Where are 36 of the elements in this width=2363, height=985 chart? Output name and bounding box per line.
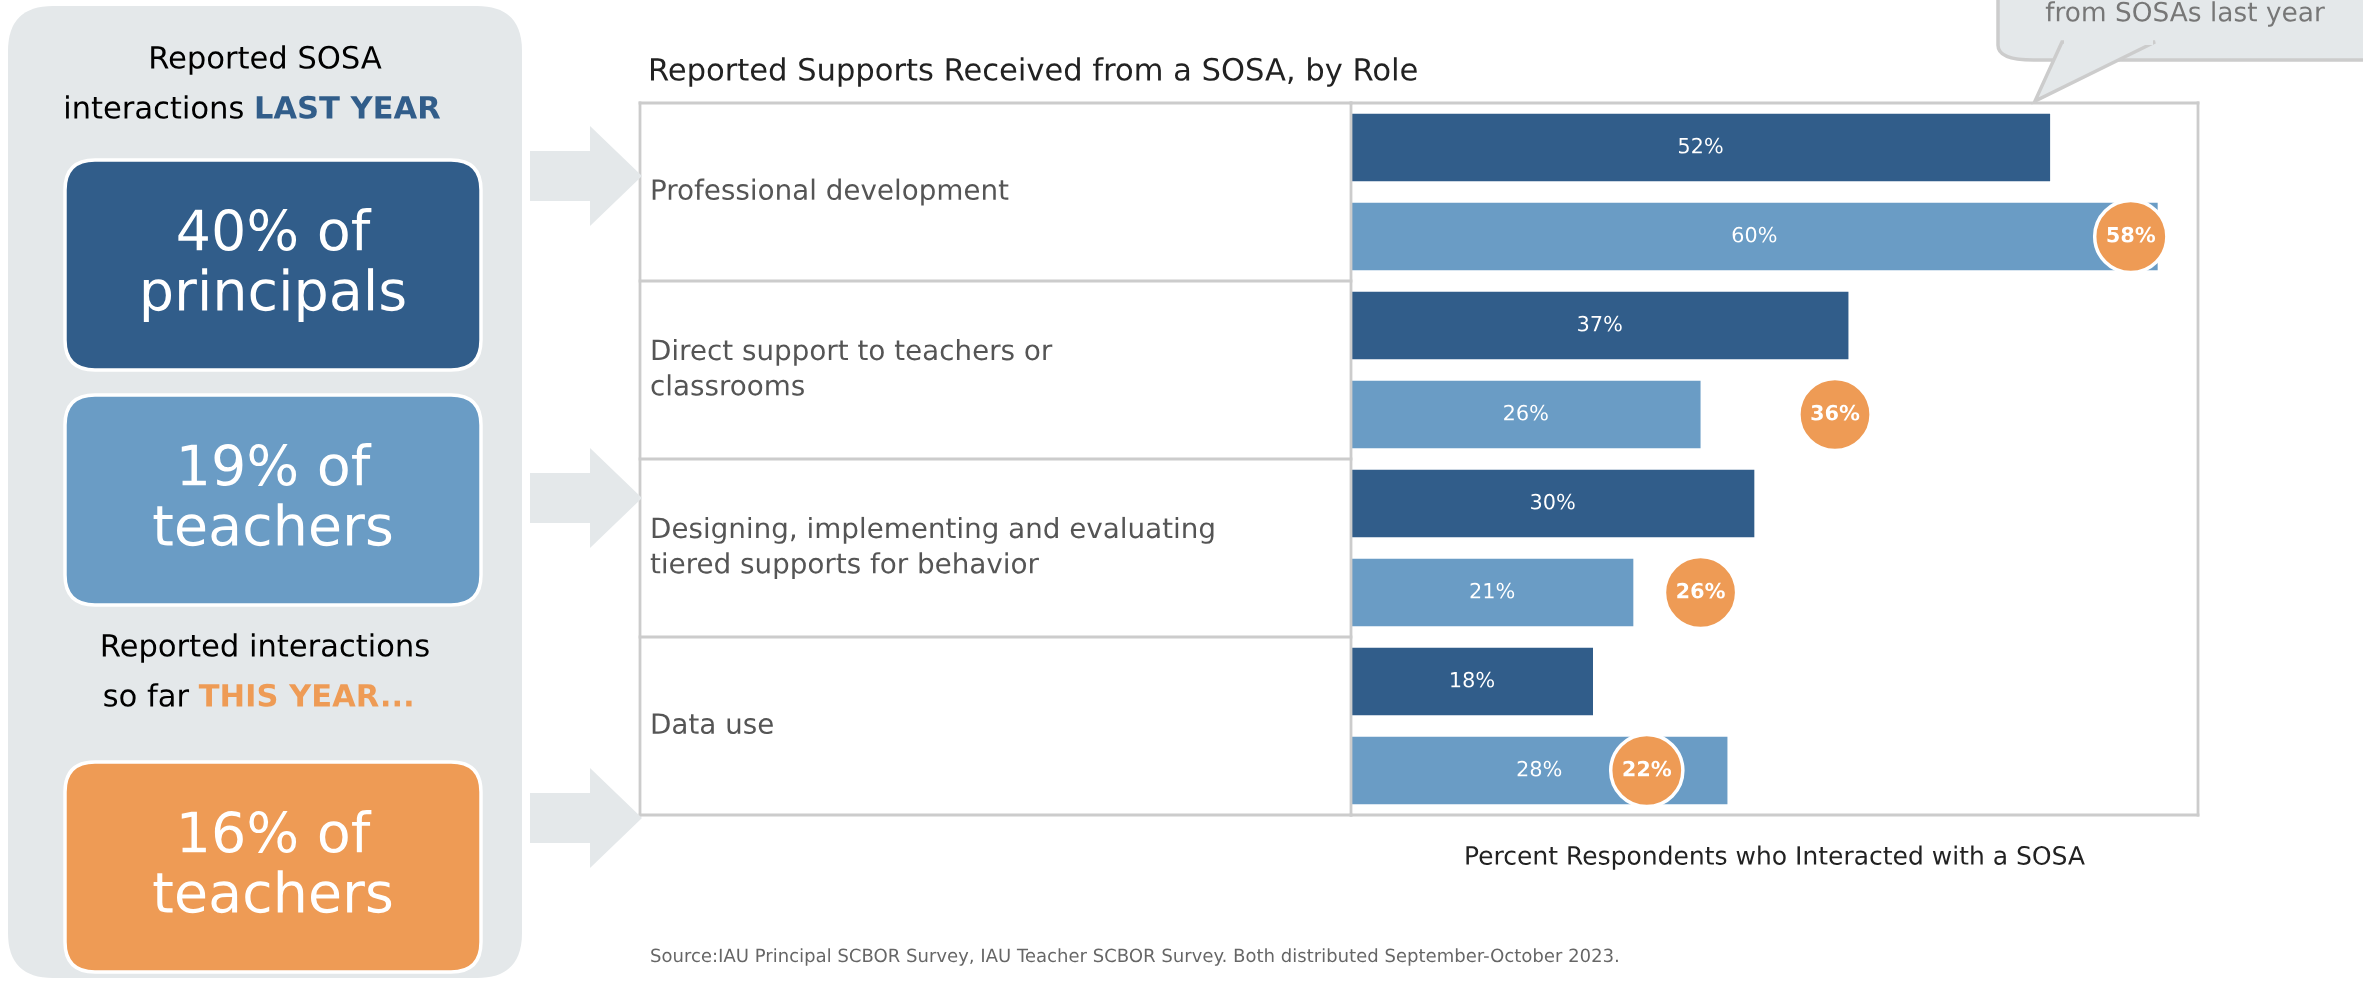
- bar: [1351, 291, 1849, 360]
- data-label: 21%: [1470, 582, 1515, 599]
- y-tick-label: Designing, implementing and evaluating tiered supports for behavior: [650, 516, 1214, 580]
- data-label: 26%: [1677, 582, 1725, 599]
- text: from SOSAs last year: [2045, 1, 2325, 27]
- data-label: 30%: [1531, 493, 1575, 510]
- source-note: Source:IAU Principal SCBOR Survey, IAU Teacher SCBOR Survey. Both distributed September-October 2023.: [651, 948, 1618, 966]
- text: THIS YEAR...: [198, 683, 412, 707]
- data-label: 28%: [1517, 760, 1562, 777]
- y-tick-label: Direct support to teachers or classrooms: [651, 338, 1053, 396]
- text: interactions: [66, 95, 243, 119]
- data-label: 52%: [1679, 137, 1723, 154]
- x-axis-title: Percent Respondents who Interacted with a SOSA: [1466, 845, 2085, 870]
- category-label: 40% of principals: [143, 208, 405, 322]
- data-label: 26%: [1504, 404, 1548, 421]
- bar: [1351, 647, 1593, 716]
- data-label: 22%: [1623, 760, 1672, 777]
- text: LAST YEAR: [256, 95, 441, 119]
- data-label: 18%: [1451, 671, 1494, 688]
- text: Reported interactions: [102, 633, 429, 663]
- data-label: 60%: [1732, 226, 1777, 243]
- bar: [1351, 558, 1634, 627]
- y-tick-label: Data use: [652, 713, 773, 735]
- y-tick-label: Professional development: [652, 178, 1009, 206]
- bar: [1351, 202, 2158, 271]
- bar: [1351, 113, 2051, 182]
- data-label: 36%: [1811, 404, 1860, 421]
- category-label: 16% of teachers: [153, 810, 392, 914]
- category-label: 19% of teachers: [153, 443, 392, 547]
- text: Reported SOSA: [151, 45, 382, 75]
- text: so far: [104, 683, 190, 707]
- data-label: 37%: [1578, 315, 1622, 332]
- text: Reported Supports Received from a SOSA, by Role: [651, 57, 1417, 87]
- data-label: 58%: [2107, 226, 2156, 243]
- bar: [1351, 469, 1755, 538]
- bar: [1351, 380, 1701, 449]
